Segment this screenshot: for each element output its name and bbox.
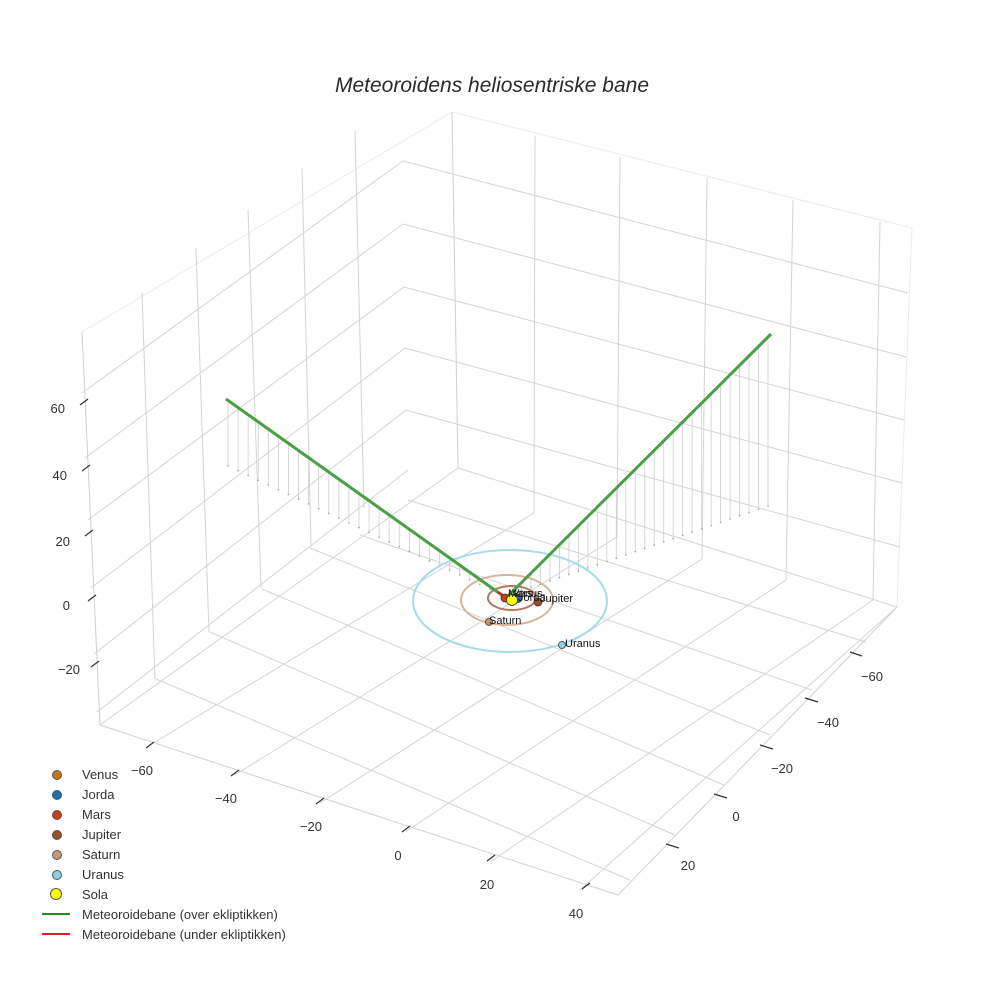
y-tick-0: 0 bbox=[732, 809, 739, 824]
x-tick-20: 20 bbox=[480, 877, 494, 892]
legend-item[interactable]: Uranus bbox=[38, 864, 286, 884]
y-tick-20: 20 bbox=[681, 858, 695, 873]
legend-item[interactable]: Meteoroidebane (over ekliptikken) bbox=[38, 904, 286, 924]
legend-label: Jorda bbox=[82, 786, 115, 802]
legend-swatch bbox=[38, 764, 74, 784]
legend-label: Sola bbox=[82, 886, 109, 902]
y-axis-ticks bbox=[665, 651, 863, 849]
z-tick-0: 0 bbox=[63, 598, 70, 613]
legend-item[interactable]: Sola bbox=[38, 884, 286, 904]
legend-item[interactable]: Saturn bbox=[38, 844, 286, 864]
mars-label: Mars bbox=[508, 588, 533, 600]
legend-swatch bbox=[38, 844, 74, 864]
legend-item[interactable]: Meteoroidebane (under ekliptikken) bbox=[38, 924, 286, 944]
z-tick-40: 40 bbox=[53, 468, 67, 483]
circle-marker-icon bbox=[52, 850, 62, 860]
planet-labels: Mars Venus Jorda Jupiter Saturn Uranus bbox=[489, 588, 601, 650]
legend-label: Venus bbox=[82, 766, 119, 782]
legend-swatch bbox=[38, 864, 74, 884]
uranus-orbit bbox=[412, 549, 608, 653]
legend-item[interactable]: Jorda bbox=[38, 784, 286, 804]
chart-title: Meteoroidens heliosentriske bane bbox=[334, 74, 650, 97]
x-tick-0: 0 bbox=[394, 848, 401, 863]
z-axis-labels: 60 40 20 0 −20 bbox=[51, 401, 80, 677]
x-tick-neg40: −40 bbox=[215, 791, 237, 806]
legend-label: Saturn bbox=[82, 846, 121, 862]
saturn-label: Saturn bbox=[489, 615, 521, 627]
x-axis-labels: −60 −40 −20 0 20 40 bbox=[131, 763, 583, 921]
z-tick-60: 60 bbox=[51, 401, 65, 416]
jupiter-marker[interactable] bbox=[533, 597, 543, 607]
saturn-marker[interactable] bbox=[485, 618, 493, 626]
circle-marker-icon bbox=[52, 790, 62, 800]
circle-marker-icon bbox=[52, 770, 62, 780]
y-tick-neg20: −20 bbox=[771, 761, 793, 776]
legend-swatch bbox=[38, 884, 74, 904]
y-tick-neg40: −40 bbox=[817, 715, 839, 730]
x-tick-neg20: −20 bbox=[300, 819, 322, 834]
z-tick-20: 20 bbox=[56, 534, 70, 549]
z-tick-neg20: −20 bbox=[58, 662, 80, 677]
x-axis-ticks bbox=[145, 741, 591, 890]
line-swatch-icon bbox=[42, 933, 70, 935]
circle-marker-icon bbox=[52, 830, 62, 840]
circle-marker-icon bbox=[52, 810, 62, 820]
legend-swatch bbox=[38, 904, 74, 924]
z-axis-ticks bbox=[79, 398, 100, 668]
saturn-orbit bbox=[460, 574, 554, 626]
jorda-label: Jorda bbox=[518, 592, 546, 604]
x-tick-neg60: −60 bbox=[131, 763, 153, 778]
grid-lines bbox=[81, 111, 913, 896]
circle-marker-icon bbox=[52, 870, 62, 880]
orbits bbox=[412, 549, 608, 653]
legend-swatch bbox=[38, 804, 74, 824]
jupiter-orbit bbox=[487, 585, 537, 611]
legend-swatch bbox=[38, 824, 74, 844]
uranus-marker[interactable] bbox=[558, 641, 566, 649]
legend-label: Uranus bbox=[82, 866, 124, 882]
planet-markers bbox=[485, 593, 566, 649]
legend-label: Meteoroidebane (over ekliptikken) bbox=[82, 906, 278, 922]
line-swatch-icon bbox=[42, 913, 70, 915]
legend-label: Jupiter bbox=[82, 826, 122, 842]
legend: Venus Jorda Mars Jupiter Saturn Uranus Sola Met… bbox=[38, 764, 286, 944]
trajectory-drop-lines bbox=[227, 337, 769, 595]
legend-item[interactable]: Mars bbox=[38, 804, 286, 824]
circle-marker-icon bbox=[50, 888, 62, 900]
legend-item[interactable]: Jupiter bbox=[38, 824, 286, 844]
legend-swatch bbox=[38, 924, 74, 944]
uranus-label: Uranus bbox=[565, 638, 601, 650]
legend-label: Mars bbox=[82, 806, 111, 822]
sola-marker[interactable] bbox=[506, 594, 518, 606]
y-tick-neg60: −60 bbox=[861, 669, 883, 684]
legend-swatch bbox=[38, 784, 74, 804]
y-axis-labels: −60 −40 −20 0 20 bbox=[681, 669, 883, 873]
legend-item[interactable]: Venus bbox=[38, 764, 286, 784]
jupiter-label: Jupiter bbox=[540, 593, 573, 605]
legend-label: Meteoroidebane (under ekliptikken) bbox=[82, 926, 286, 942]
x-tick-40: 40 bbox=[569, 906, 583, 921]
venus-label: Venus bbox=[512, 588, 543, 600]
